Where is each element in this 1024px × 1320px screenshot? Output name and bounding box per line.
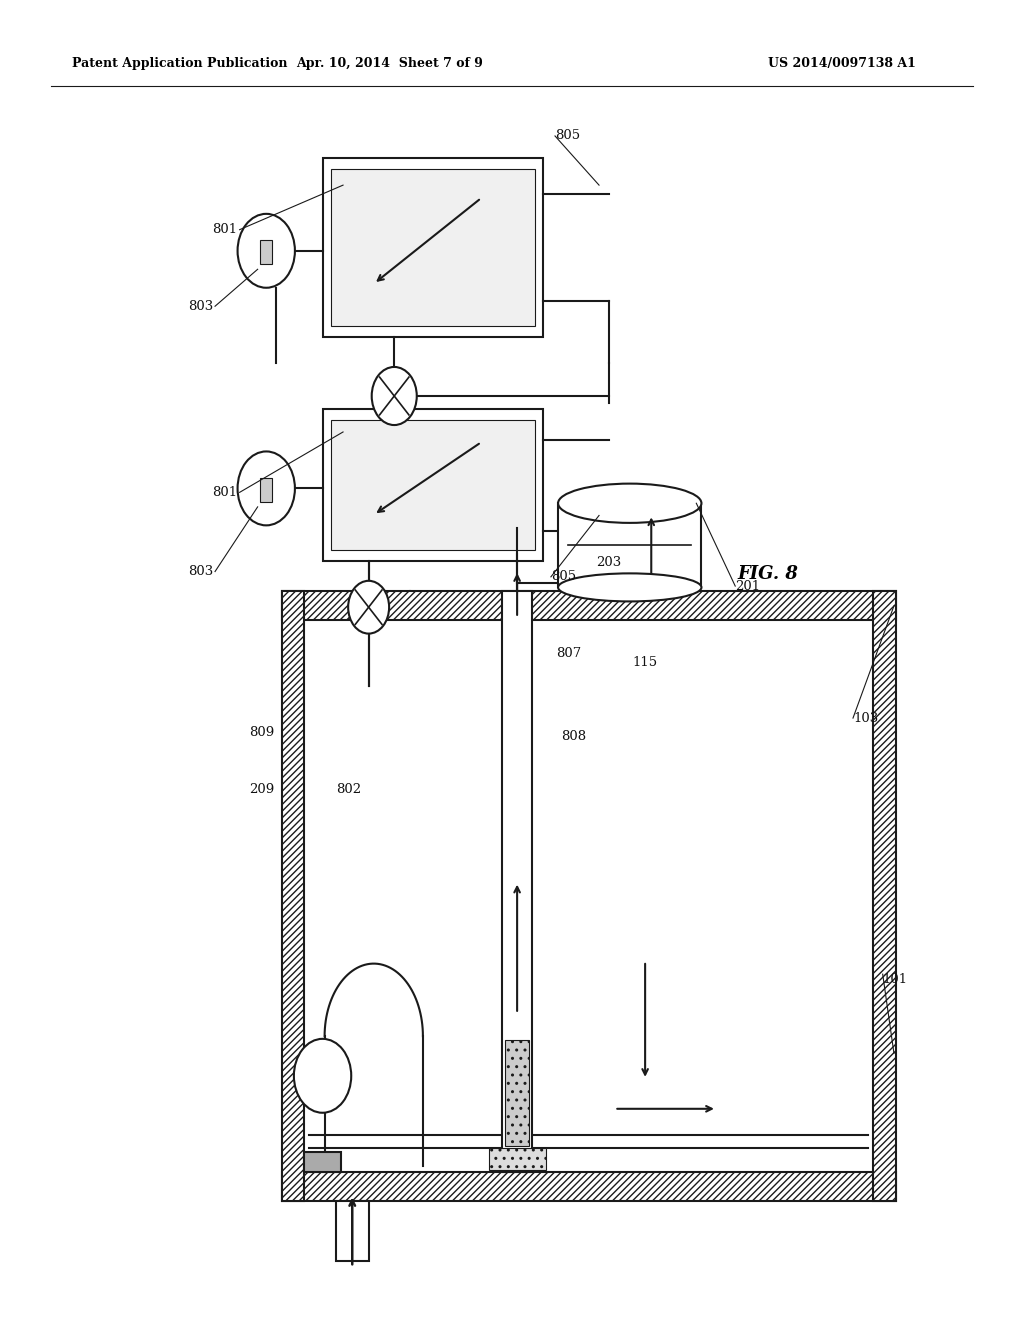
Bar	[502, 591, 532, 1172]
Bar	[260, 478, 272, 502]
Bar	[282, 1172, 896, 1201]
Bar	[489, 1148, 546, 1170]
Bar	[323, 158, 543, 337]
Bar	[505, 1040, 529, 1146]
Bar	[331, 420, 535, 550]
Text: 115: 115	[633, 656, 658, 669]
Text: Apr. 10, 2014  Sheet 7 of 9: Apr. 10, 2014 Sheet 7 of 9	[296, 57, 482, 70]
Bar	[331, 169, 535, 326]
Bar	[873, 591, 896, 1201]
Bar	[558, 503, 701, 587]
Bar	[304, 1152, 341, 1172]
Text: 802: 802	[336, 783, 361, 796]
Text: 805: 805	[555, 129, 581, 143]
Text: FIG. 8: FIG. 8	[737, 565, 798, 583]
Text: Patent Application Publication: Patent Application Publication	[72, 57, 287, 70]
Ellipse shape	[558, 573, 701, 602]
Text: US 2014/0097138 A1: US 2014/0097138 A1	[768, 57, 915, 70]
Text: 809: 809	[249, 726, 274, 739]
Text: 209: 209	[249, 783, 274, 796]
Text: 201: 201	[735, 579, 761, 593]
Text: 808: 808	[561, 730, 587, 743]
Text: 807: 807	[556, 647, 582, 660]
Text: 801: 801	[212, 223, 238, 236]
Circle shape	[238, 451, 295, 525]
Text: 805: 805	[551, 570, 577, 583]
Bar	[282, 591, 304, 1201]
Circle shape	[348, 581, 389, 634]
Circle shape	[372, 367, 417, 425]
Text: 101: 101	[883, 973, 908, 986]
Ellipse shape	[558, 483, 701, 523]
Text: 103: 103	[853, 711, 879, 725]
Bar	[260, 240, 272, 264]
Text: 803: 803	[187, 565, 213, 578]
Text: 801: 801	[212, 486, 238, 499]
Text: 203: 203	[596, 556, 622, 569]
Bar	[336, 1201, 369, 1261]
Circle shape	[294, 1039, 351, 1113]
Circle shape	[238, 214, 295, 288]
Bar	[282, 591, 896, 620]
Text: 803: 803	[187, 300, 213, 313]
Bar	[323, 409, 543, 561]
